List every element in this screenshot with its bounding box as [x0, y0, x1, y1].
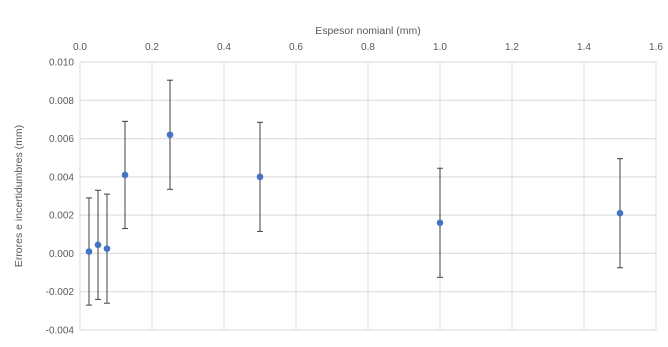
y-axis-title: Errores e incertidumbres (mm): [13, 125, 25, 267]
y-tick-label: -0.004: [46, 326, 75, 337]
y-tick-label: 0.008: [49, 96, 74, 107]
data-point: [85, 248, 93, 255]
x-tick-label: 1.2: [505, 42, 519, 53]
x-tick-label: 0.4: [217, 42, 231, 53]
data-point: [256, 173, 264, 181]
x-axis-title: Espesor nomianl (mm): [315, 25, 421, 37]
x-tick-label: 0.8: [361, 42, 375, 53]
y-tick-label: 0.010: [49, 58, 74, 69]
errorbar-layer: [86, 79, 623, 306]
y-tick-label: 0.000: [49, 249, 74, 260]
y-tick-label: 0.006: [49, 134, 74, 145]
x-tick-label: 1.0: [433, 42, 447, 53]
y-tick-label: -0.002: [46, 287, 75, 298]
x-tick-label: 0.0: [73, 42, 87, 53]
y-tick-label: 0.004: [49, 172, 74, 183]
x-tick-label: 1.6: [649, 42, 663, 53]
data-point: [94, 241, 102, 249]
data-point: [436, 219, 444, 227]
x-tick-label: 1.4: [577, 42, 591, 53]
grid-layer: [79, 61, 657, 331]
x-tick-label: 0.2: [145, 42, 159, 53]
data-point: [616, 209, 624, 217]
data-point: [121, 171, 129, 179]
data-point: [166, 131, 174, 139]
y-tick-label: 0.002: [49, 211, 74, 222]
point-layer: [85, 131, 624, 255]
data-point: [103, 245, 111, 252]
tick-layer: 0.0 0.2 0.4 0.6 0.8 1.0 1.2 1.4 1.6 0.010 0.008 0.0…: [46, 42, 664, 337]
x-tick-label: 0.6: [289, 42, 303, 53]
